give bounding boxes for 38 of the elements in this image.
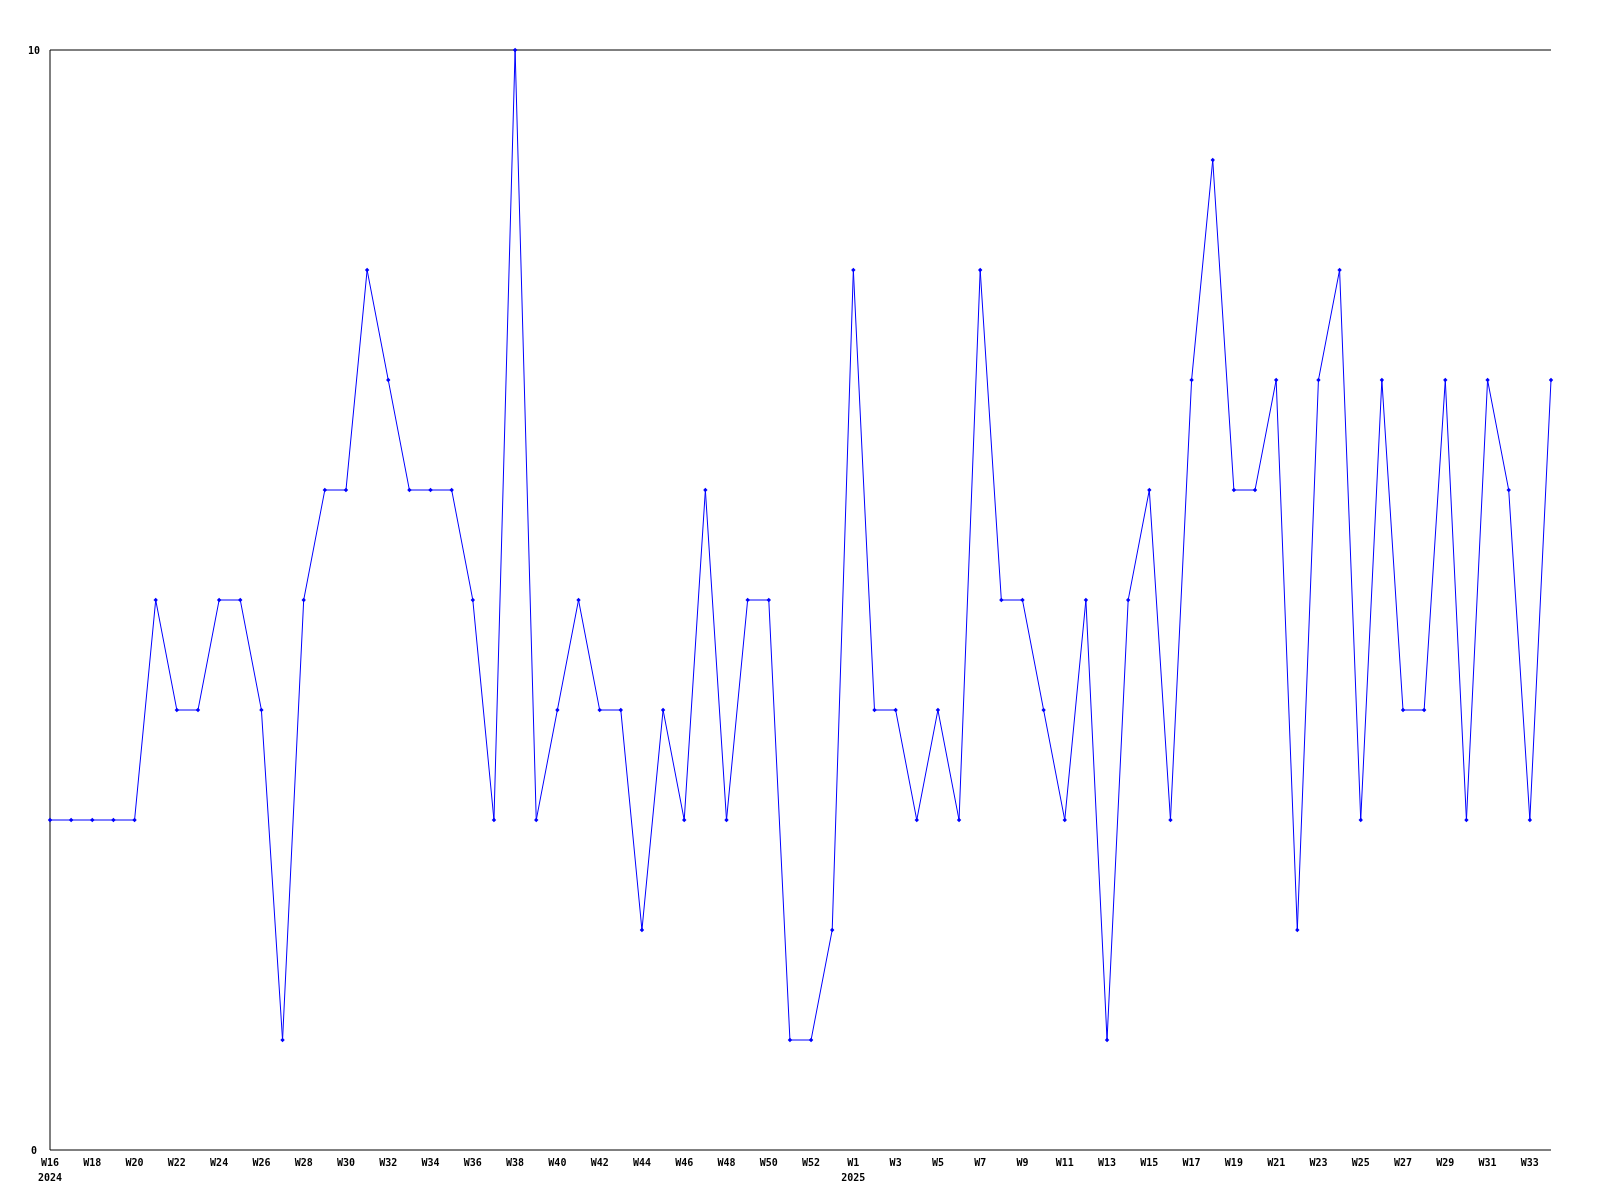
- x-tick-label: W21: [1267, 1157, 1286, 1168]
- x-tick-label: W48: [717, 1157, 736, 1168]
- x-tick-label: W38: [506, 1157, 525, 1168]
- x-tick-label: W46: [675, 1157, 694, 1168]
- x-tick-label: W34: [421, 1157, 440, 1168]
- x-tick-label: W28: [294, 1157, 313, 1168]
- x-tick-label: W32: [379, 1157, 398, 1168]
- x-tick-label: W52: [802, 1157, 821, 1168]
- x-tick-label: W50: [759, 1157, 778, 1168]
- x-tick-label: W24: [210, 1157, 229, 1168]
- x-tick-label: W44: [632, 1157, 651, 1168]
- x-tick-label: W13: [1098, 1157, 1117, 1168]
- x-tick-label: W27: [1393, 1157, 1413, 1168]
- x-tick-label: W29: [1436, 1157, 1455, 1168]
- x-tick-label: W22: [167, 1157, 186, 1168]
- x-tick-label: W1 2025: [841, 1157, 866, 1183]
- x-tick-label: W36: [463, 1157, 482, 1168]
- x-tick-label: W42: [590, 1157, 609, 1168]
- x-tick-label: W20: [125, 1157, 144, 1168]
- x-tick-label: W23: [1309, 1157, 1328, 1168]
- x-tick-label: W3: [889, 1157, 902, 1168]
- x-tick-label: W16 2024: [37, 1157, 63, 1183]
- x-tick-label: W7: [974, 1157, 987, 1168]
- y-tick-label: 10: [27, 44, 41, 56]
- y-tick-label: 0: [30, 1144, 38, 1156]
- x-tick-label: W17: [1182, 1157, 1201, 1168]
- x-tick-label: W30: [336, 1157, 355, 1168]
- x-tick-label: W25: [1351, 1157, 1370, 1168]
- x-tick-label: W15: [1140, 1157, 1159, 1168]
- x-tick-label: W11: [1055, 1157, 1074, 1168]
- x-tick-label: W31: [1478, 1157, 1497, 1168]
- x-tick-label: W9: [1016, 1157, 1029, 1168]
- x-tick-label: W19: [1224, 1157, 1243, 1168]
- x-tick-label: W18: [83, 1157, 102, 1168]
- x-tick-label: W26: [252, 1157, 271, 1168]
- x-tick-label: W33: [1520, 1157, 1539, 1168]
- x-tick-label: W40: [548, 1157, 567, 1168]
- x-tick-label: W5: [931, 1157, 944, 1168]
